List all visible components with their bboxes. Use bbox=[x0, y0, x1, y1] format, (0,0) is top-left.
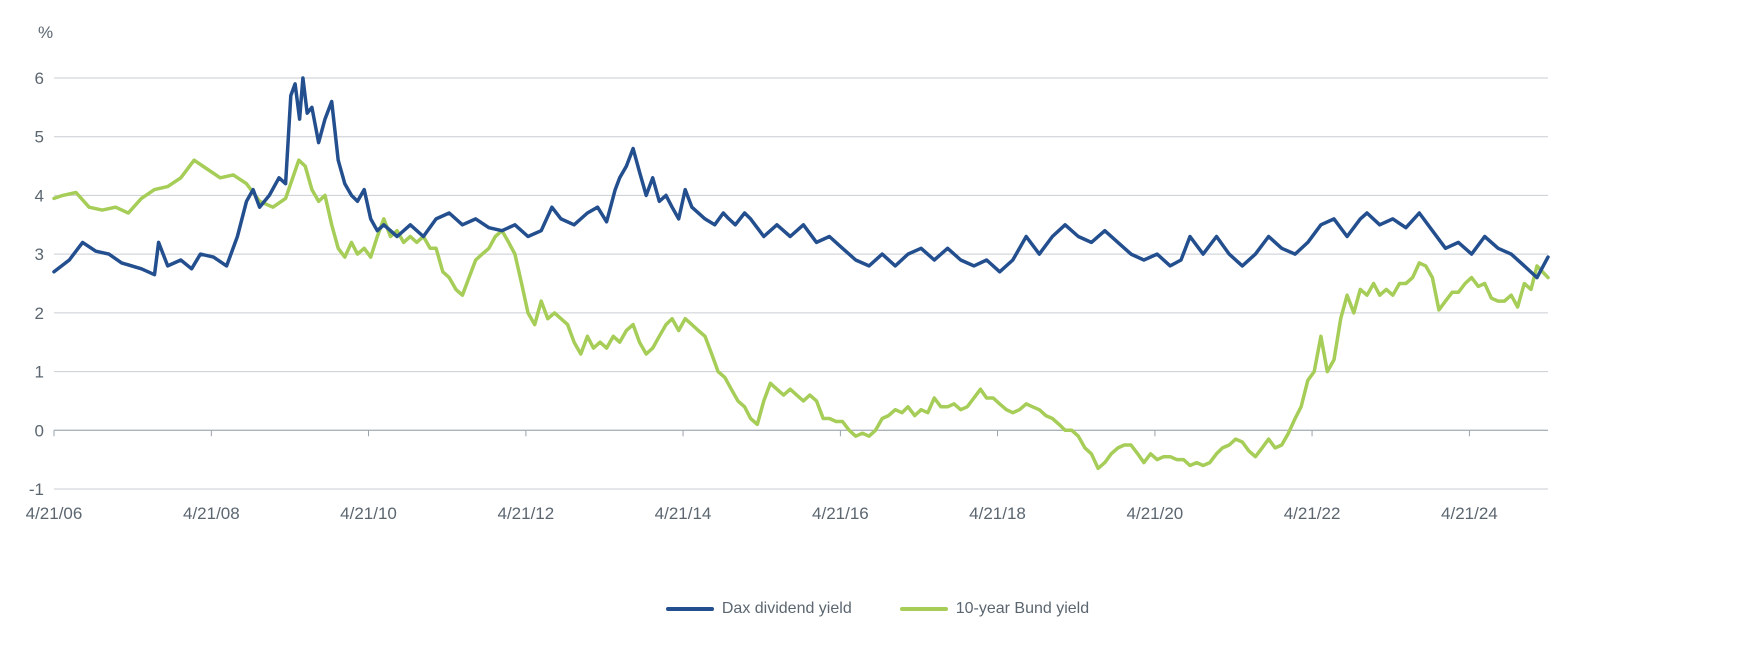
gridlines bbox=[54, 77, 1548, 490]
legend-item-dax: Dax dividend yield bbox=[665, 594, 852, 624]
series-line-10-year-bund-yield bbox=[52, 158, 1550, 471]
y-tick-label: 2 bbox=[35, 304, 44, 323]
x-tick-label: 4/21/14 bbox=[655, 504, 712, 523]
x-tick-label: 4/21/06 bbox=[26, 504, 83, 523]
y-tick-label: 3 bbox=[35, 245, 44, 264]
legend-item-bund: 10-year Bund yield bbox=[899, 594, 1090, 624]
x-tick-label: 4/21/24 bbox=[1441, 504, 1498, 523]
y-tick-label: 0 bbox=[35, 421, 44, 440]
x-tick-label: 4/21/10 bbox=[340, 504, 397, 523]
x-tick-label: 4/21/08 bbox=[183, 504, 240, 523]
legend-swatch-dax bbox=[665, 607, 714, 611]
x-tick-label: 4/21/12 bbox=[498, 504, 555, 523]
y-axis: -1 0 1 2 3 4 5 6 bbox=[29, 69, 44, 499]
y-tick-label: -1 bbox=[29, 480, 44, 499]
legend-label-bund: 10-year Bund yield bbox=[955, 600, 1090, 617]
y-tick-label: 1 bbox=[35, 363, 44, 382]
x-tick-label: 4/21/22 bbox=[1284, 504, 1341, 523]
x-axis: 4/21/06 4/21/08 4/21/10 4/21/12 4/21/14 4/21/… bbox=[26, 429, 1548, 523]
series-line-dax-dividend-yield bbox=[52, 76, 1550, 280]
y-tick-label: 4 bbox=[35, 186, 44, 205]
y-tick-label: 5 bbox=[35, 128, 44, 147]
legend-swatch-bund bbox=[899, 607, 948, 611]
y-tick-label: 6 bbox=[35, 69, 44, 88]
x-tick-label: 4/21/16 bbox=[812, 504, 869, 523]
legend-label-dax: Dax dividend yield bbox=[721, 600, 852, 617]
x-tick-label: 4/21/18 bbox=[969, 504, 1026, 523]
y-axis-unit-label: % bbox=[38, 23, 53, 42]
x-tick-label: 4/21/20 bbox=[1127, 504, 1184, 523]
series-lines bbox=[52, 76, 1550, 471]
legend: Dax dividend yield 10-year Bund yield bbox=[0, 594, 1755, 624]
